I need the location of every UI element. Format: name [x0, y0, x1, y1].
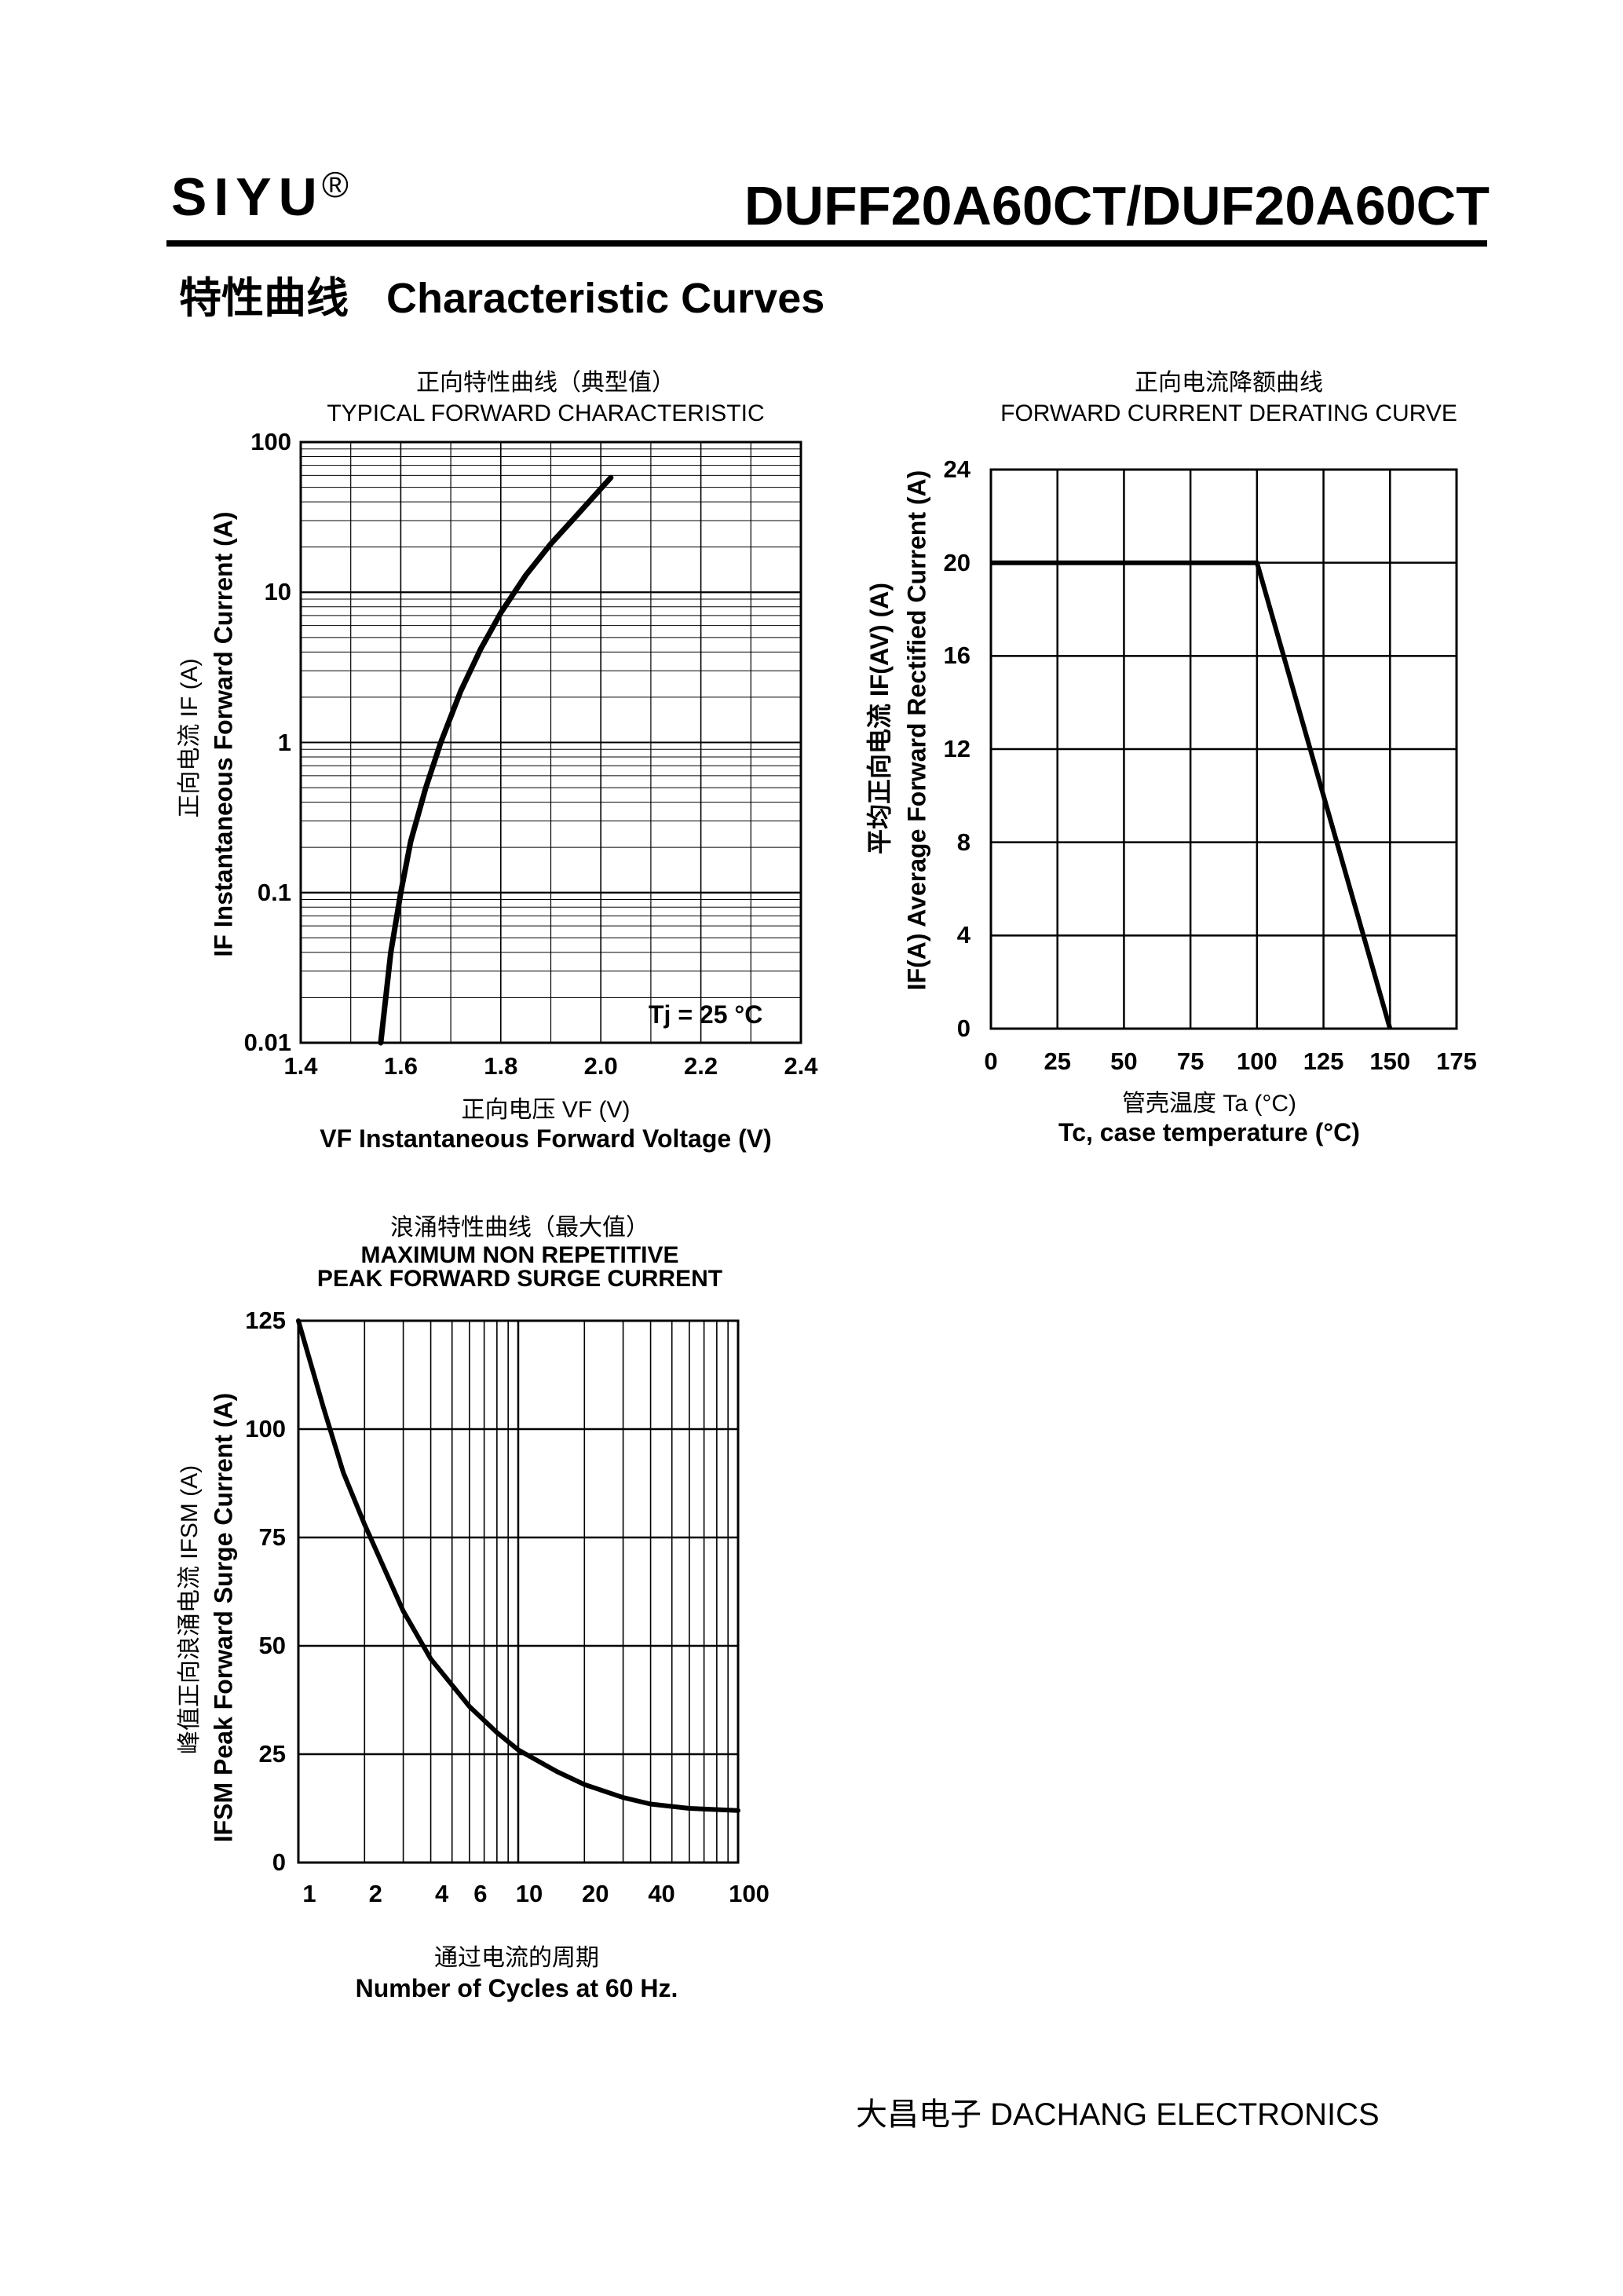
chart3-title-cn: 浪涌特性曲线（最大值）: [390, 1215, 649, 1241]
chart2-x-tick-label: 25: [1044, 1047, 1071, 1075]
section-title-cn: 特性曲线: [179, 275, 349, 322]
chart3-x-tick-label: 1: [302, 1880, 316, 1907]
section-title: 特性曲线 Characteristic Curves: [179, 263, 824, 325]
chart2-x-tick-label: 100: [1236, 1047, 1278, 1075]
chart3-y-tick-label: 0: [272, 1848, 286, 1876]
chart2-y-tick-label: 4: [956, 921, 971, 949]
chart3-xlabel: Number of Cycles at 60 Hz.: [355, 1974, 678, 2002]
chart3-x-tick-label: 100: [729, 1880, 769, 1907]
chart3-y-tick-label: 125: [245, 1307, 286, 1334]
chart3-x-tick-label: 2: [368, 1880, 382, 1907]
chart3-y-tick-label: 25: [258, 1740, 286, 1768]
chart3-y-tick-label: 75: [258, 1523, 286, 1551]
chart3-frame: [297, 1319, 740, 1864]
registered-mark: ®: [322, 164, 349, 205]
chart1-x-tick-label: 2.2: [684, 1052, 718, 1080]
chart1-y-tick-label: 100: [250, 428, 291, 455]
chart3-subtitle: PEAK FORWARD SURGE CURRENT: [316, 1266, 723, 1292]
chart3-x-tick-label: 10: [515, 1880, 543, 1907]
chart2-title: FORWARD CURRENT DERATING CURVE: [1000, 400, 1457, 426]
section-title-en: Characteristic Curves: [386, 275, 825, 322]
chart1-y-tick-label: 0.01: [243, 1029, 291, 1056]
chart2-xlabel-cn: 管壳温度 Ta (°C): [1122, 1091, 1296, 1117]
chart2-x-tick-label: 175: [1436, 1047, 1477, 1075]
part-number: DUFF20A60CT/DUF20A60CT: [744, 175, 1490, 236]
chart1-title: TYPICAL FORWARD CHARACTERISTIC: [327, 400, 765, 426]
chart2-frame: [989, 468, 1458, 1030]
chart2-xlabel: Tc, case temperature (°C): [1058, 1118, 1360, 1146]
chart1-annotation: Tj = 25 °C: [644, 999, 768, 1031]
brand-logo: SIYU: [171, 167, 324, 227]
chart1-x-tick-label: 1.4: [283, 1052, 318, 1080]
chart1-x-tick-label: 1.8: [484, 1052, 518, 1080]
footer-company: 大昌电子 DACHANG ELECTRONICS: [856, 2097, 1380, 2132]
chart2-y-tick-label: 8: [956, 828, 971, 856]
chart2-x-tick-label: 125: [1303, 1047, 1344, 1075]
chart1-title-cn: 正向特性曲线（典型值）: [416, 370, 675, 396]
chart1-y-tick-label: 10: [264, 578, 291, 606]
chart1-y-tick-label: 0.1: [257, 878, 291, 906]
chart3-xlabel-cn: 通过电流的周期: [434, 1945, 599, 1971]
chart3-x-tick-label: 4: [434, 1880, 449, 1907]
chart1-xlabel-cn: 正向电压 VF (V): [461, 1097, 631, 1123]
chart2-y-tick-label: 16: [943, 642, 971, 670]
header-divider: [166, 240, 1487, 247]
chart3-x-tick-label: 6: [473, 1880, 488, 1907]
chart3-title: MAXIMUM NON REPETITIVE: [360, 1242, 679, 1268]
chart1-x-tick-label: 1.6: [383, 1052, 418, 1080]
chart3-y-tick-label: 50: [258, 1632, 286, 1659]
chart2-series-line: [991, 560, 1393, 1029]
chart3-x-tick-label: 40: [648, 1880, 675, 1907]
chart2-x-tick-label: 0: [984, 1047, 998, 1075]
chart1-y-tick-label: 1: [277, 728, 291, 756]
chart2-y-tick-label: 12: [943, 735, 971, 762]
chart3-y-tick-label: 100: [245, 1415, 286, 1442]
chart2-title-cn: 正向电流降额曲线: [1135, 370, 1323, 396]
chart2-y-tick-label: 24: [943, 455, 971, 483]
chart2-x-tick-label: 75: [1176, 1047, 1204, 1075]
chart2-x-tick-label: 150: [1369, 1047, 1411, 1075]
chart3-series-line: [296, 1318, 740, 1813]
chart1-series-line: [378, 474, 614, 1046]
chart2-y-tick-label: 20: [943, 548, 971, 576]
chart3-x-tick-label: 20: [582, 1880, 609, 1907]
chart1-x-tick-label: 2.0: [583, 1052, 618, 1080]
chart2-x-tick-label: 50: [1110, 1047, 1138, 1075]
chart2-y-tick-label: 0: [956, 1015, 971, 1042]
chart1-frame: [299, 441, 802, 1044]
chart1-xlabel: VF Instantaneous Forward Voltage (V): [320, 1124, 772, 1153]
chart1-x-tick-label: 2.4: [784, 1052, 818, 1080]
